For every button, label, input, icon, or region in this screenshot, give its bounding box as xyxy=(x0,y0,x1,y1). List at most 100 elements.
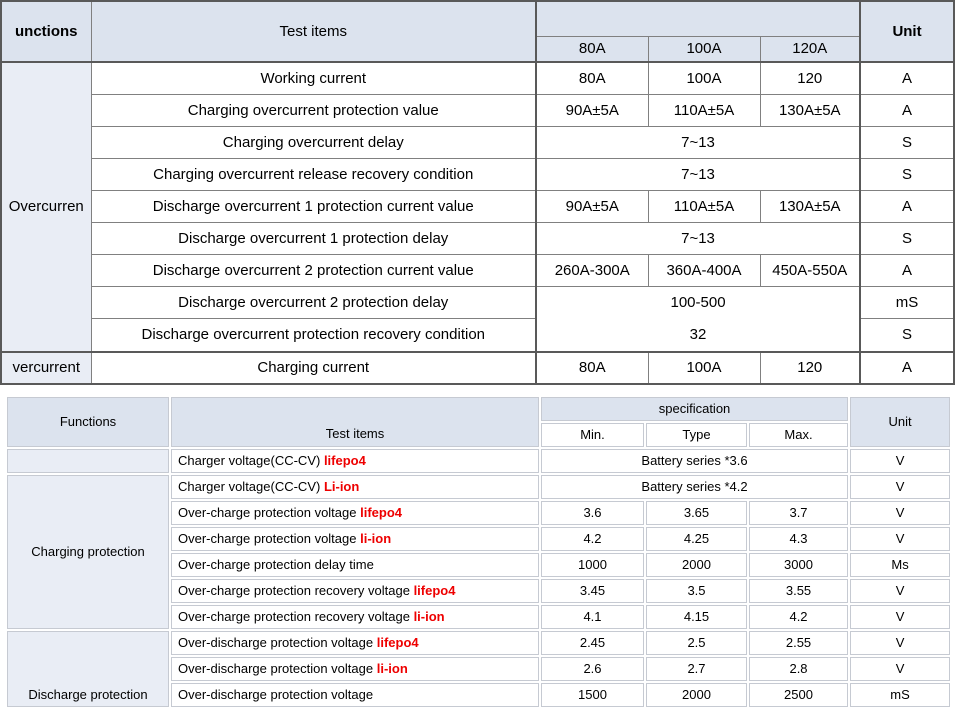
table-row: Over-charge protection voltage li-ion 4.… xyxy=(7,526,951,551)
value-line: 32 xyxy=(689,325,707,343)
test-item-text: Over-charge protection voltage xyxy=(178,505,361,520)
test-item-text: Charger voltage(CC-CV) xyxy=(178,453,324,468)
value-cell: Battery series *4.2 xyxy=(541,474,849,499)
test-item-cell: Discharge overcurrent 1 protection curre… xyxy=(90,189,537,223)
table-row: Over-charge protection recovery voltage … xyxy=(7,604,951,629)
chemistry-label: li-ion xyxy=(413,609,445,624)
table-row: Charger voltage(CC-CV) lifepo4 Battery s… xyxy=(7,448,951,473)
table-row: Over-discharge protection voltage li-ion… xyxy=(7,656,951,681)
chemistry-label: lifepo4 xyxy=(413,583,456,598)
test-item-cell: Charging overcurrent release recovery co… xyxy=(90,157,537,191)
test-item-text: Charger voltage(CC-CV) xyxy=(178,479,324,494)
unit-cell: V xyxy=(850,656,951,681)
table-row: Discharge protection Over-discharge prot… xyxy=(7,630,951,707)
table-row: Charging protection Charger voltage(CC-C… xyxy=(7,474,951,629)
table-row: Over-charge protection delay time 1000 2… xyxy=(7,552,951,577)
unit-cell: V xyxy=(850,474,951,499)
value-cell: 2000 xyxy=(646,682,747,707)
table-row: Over-charge protection voltage lifepo4 3… xyxy=(7,500,951,525)
value-cell: 110A±5A xyxy=(647,93,761,127)
value-cell: 3.5 xyxy=(646,578,747,603)
test-item-cell: Charging overcurrent protection value xyxy=(90,93,537,127)
value-cell: 3.7 xyxy=(749,500,849,525)
test-item-text: Over-charge protection delay time xyxy=(178,557,374,572)
value-cell: 4.1 xyxy=(541,604,644,629)
value-cell: 2000 xyxy=(646,552,747,577)
table-row: Charging overcurrent protection value 90… xyxy=(1,93,955,127)
value-cell: 4.2 xyxy=(749,604,849,629)
max-header: Max. xyxy=(749,422,849,447)
type-header: Type xyxy=(646,422,747,447)
value-cell: 2500 xyxy=(749,682,849,707)
test-item-cell: Working current xyxy=(90,61,537,95)
chemistry-label: lifepo4 xyxy=(323,453,366,468)
unit-cell: A xyxy=(859,93,955,127)
value-cell: 3.55 xyxy=(749,578,849,603)
spec-subheader-row: Min. Type Max. xyxy=(7,422,950,447)
function-group-overcurrent: Overcurren xyxy=(0,61,92,352)
test-item-cell: Discharge overcurrent protection recover… xyxy=(90,318,537,352)
unit-cell: V xyxy=(850,578,951,603)
voltage-protection-spec-table: Functions Test items specification Unit … xyxy=(5,394,953,709)
test-item-cell: Over-charge protection voltage lifepo4 xyxy=(171,500,539,525)
value-cell: 2.5 xyxy=(646,630,747,655)
model-header-80a: 80A xyxy=(535,35,649,63)
test-item-text: Over-charge protection voltage xyxy=(178,531,361,546)
value-cell: 7~13 xyxy=(534,157,861,191)
test-item-text: Over-discharge protection voltage xyxy=(178,661,377,676)
test-items-header: Test items xyxy=(90,0,537,63)
test-item-cell: Discharge overcurrent 2 protection curre… xyxy=(90,253,537,287)
unit-cell: A xyxy=(859,189,955,223)
overcurrent-spec-table: unctions Test items Unit 80A 100A 120A O… xyxy=(0,0,956,385)
value-cell: 450A-550A xyxy=(759,253,861,287)
test-item-text: Over-charge protection recovery voltage xyxy=(178,583,414,598)
value-cell: 3.65 xyxy=(646,500,747,525)
test-item-text: Over-charge protection recovery voltage xyxy=(178,609,414,624)
value-cell: 4.25 xyxy=(646,526,747,551)
test-items-header: Test items xyxy=(171,396,539,447)
value-cell: 2.45 xyxy=(541,630,644,655)
value-cell: 360A-400A xyxy=(647,253,761,287)
value-cell: 2.6 xyxy=(541,656,644,681)
test-item-cell: Over-discharge protection voltage xyxy=(171,682,539,707)
table-header-row: unctions Test items Unit xyxy=(0,0,955,63)
unit-cell: S xyxy=(859,157,955,191)
unit-cell: A xyxy=(859,61,955,95)
table-row: Charging overcurrent release recovery co… xyxy=(1,157,955,191)
test-item-cell: Over-charge protection recovery voltage … xyxy=(171,604,539,629)
value-cell: 7~13 xyxy=(534,125,861,159)
value-cell: 1000 xyxy=(541,552,644,577)
value-cell: 2.55 xyxy=(749,630,849,655)
table-header-row: Functions Test items specification Unit xyxy=(7,396,951,447)
model-header-120a: 120A xyxy=(759,35,861,63)
models-group-header xyxy=(534,0,861,37)
unit-cell: S xyxy=(859,221,955,255)
unit-header: Unit xyxy=(859,0,955,63)
value-cell: 100A xyxy=(647,61,761,95)
value-cell: 90A±5A xyxy=(535,189,649,223)
unit-cell: mS xyxy=(859,285,955,320)
value-cell: 4.2 xyxy=(541,526,644,551)
chemistry-label: li-ion xyxy=(360,531,392,546)
table-row: Discharge overcurrent 1 protection delay… xyxy=(1,221,955,255)
model-header-100a: 100A xyxy=(647,35,761,63)
value-cell: 90A±5A xyxy=(535,93,649,127)
chemistry-label: Li-ion xyxy=(323,479,360,494)
table-row: vercurrent Charging current 80A 100A 120… xyxy=(0,350,955,384)
value-cell: 3000 xyxy=(749,552,849,577)
test-item-cell: Over-discharge protection voltage lifepo… xyxy=(171,630,539,655)
chemistry-label: li-ion xyxy=(376,661,408,676)
functions-header: unctions xyxy=(0,0,92,63)
unit-cell: V xyxy=(850,526,951,551)
test-item-cell: Over-charge protection delay time xyxy=(171,552,539,577)
test-item-text: Over-discharge protection voltage xyxy=(178,687,374,702)
table-row: Discharge overcurrent 2 protection delay… xyxy=(1,285,955,352)
table-row: Discharge overcurrent protection recover… xyxy=(1,318,955,352)
value-cell: 80A xyxy=(535,350,649,384)
test-item-cell: Over-charge protection voltage li-ion xyxy=(171,526,539,551)
unit-cell: V xyxy=(850,630,951,655)
table-row: Discharge overcurrent 1 protection curre… xyxy=(1,189,955,223)
value-cell: 100A xyxy=(647,350,761,384)
value-cell: 120 xyxy=(759,61,861,95)
value-line: 100-500 xyxy=(670,293,726,311)
